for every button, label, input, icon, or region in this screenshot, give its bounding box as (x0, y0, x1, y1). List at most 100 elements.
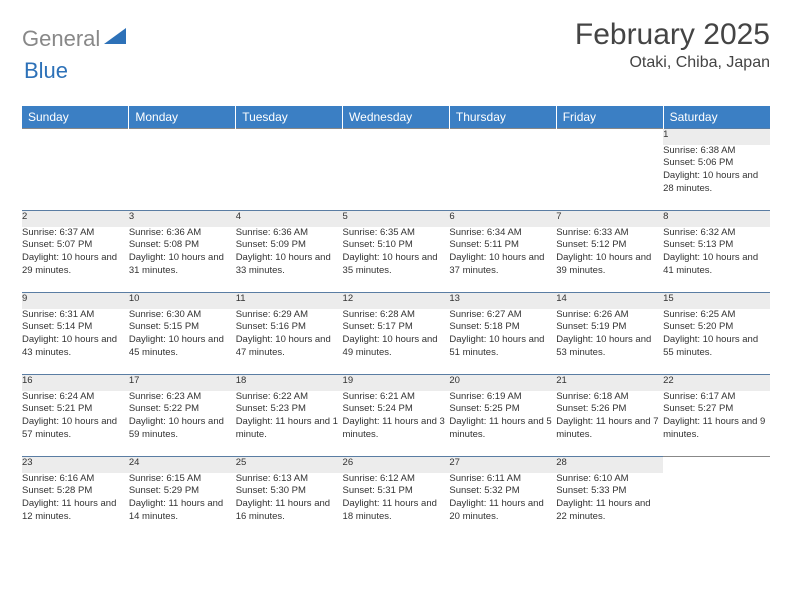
day-number: 12 (343, 293, 450, 309)
day-cell: Sunrise: 6:38 AMSunset: 5:06 PMDaylight:… (663, 145, 770, 211)
day-detail-line: Daylight: 11 hours and 20 minutes. (449, 498, 556, 524)
day-cell: Sunrise: 6:33 AMSunset: 5:12 PMDaylight:… (556, 227, 663, 293)
day-cell: Sunrise: 6:32 AMSunset: 5:13 PMDaylight:… (663, 227, 770, 293)
day-cell (236, 145, 343, 211)
day-cell: Sunrise: 6:10 AMSunset: 5:33 PMDaylight:… (556, 473, 663, 539)
day-detail-line: Sunset: 5:27 PM (663, 403, 770, 416)
day-number: 13 (449, 293, 556, 309)
day-detail-line: Sunrise: 6:12 AM (343, 473, 450, 486)
day-detail-line: Sunset: 5:32 PM (449, 485, 556, 498)
day-detail-line: Sunrise: 6:24 AM (22, 391, 129, 404)
day-detail-line: Sunrise: 6:19 AM (449, 391, 556, 404)
day-detail-line: Daylight: 10 hours and 41 minutes. (663, 252, 770, 278)
day-cell: Sunrise: 6:31 AMSunset: 5:14 PMDaylight:… (22, 309, 129, 375)
day-detail-line: Daylight: 10 hours and 37 minutes. (449, 252, 556, 278)
day-cell: Sunrise: 6:30 AMSunset: 5:15 PMDaylight:… (129, 309, 236, 375)
day-header: Wednesday (343, 106, 450, 129)
day-cell: Sunrise: 6:17 AMSunset: 5:27 PMDaylight:… (663, 391, 770, 457)
day-detail-line: Sunset: 5:31 PM (343, 485, 450, 498)
day-number: 22 (663, 375, 770, 391)
day-number: 27 (449, 457, 556, 473)
day-number: 20 (449, 375, 556, 391)
day-number: 14 (556, 293, 663, 309)
day-detail-line: Daylight: 11 hours and 3 minutes. (343, 416, 450, 442)
day-detail-line: Sunrise: 6:31 AM (22, 309, 129, 322)
day-header: Tuesday (236, 106, 343, 129)
day-detail-line: Daylight: 10 hours and 59 minutes. (129, 416, 236, 442)
day-number: 17 (129, 375, 236, 391)
day-header: Friday (556, 106, 663, 129)
day-detail-line: Daylight: 10 hours and 35 minutes. (343, 252, 450, 278)
day-detail-line: Daylight: 11 hours and 22 minutes. (556, 498, 663, 524)
day-detail-line: Daylight: 10 hours and 49 minutes. (343, 334, 450, 360)
day-detail-line: Sunset: 5:33 PM (556, 485, 663, 498)
day-detail-line: Sunset: 5:08 PM (129, 239, 236, 252)
day-detail-line: Sunset: 5:29 PM (129, 485, 236, 498)
day-detail-line: Sunrise: 6:21 AM (343, 391, 450, 404)
day-header: Thursday (449, 106, 556, 129)
day-detail-line: Daylight: 11 hours and 16 minutes. (236, 498, 343, 524)
day-detail-line: Daylight: 11 hours and 18 minutes. (343, 498, 450, 524)
day-number-row: 16171819202122 (22, 375, 770, 391)
day-detail-line: Sunrise: 6:30 AM (129, 309, 236, 322)
day-cell: Sunrise: 6:35 AMSunset: 5:10 PMDaylight:… (343, 227, 450, 293)
day-detail-line: Daylight: 10 hours and 43 minutes. (22, 334, 129, 360)
day-number: 15 (663, 293, 770, 309)
day-detail-line: Sunset: 5:06 PM (663, 157, 770, 170)
day-cell: Sunrise: 6:18 AMSunset: 5:26 PMDaylight:… (556, 391, 663, 457)
day-number-row: 2345678 (22, 211, 770, 227)
day-cell (556, 145, 663, 211)
day-cell: Sunrise: 6:34 AMSunset: 5:11 PMDaylight:… (449, 227, 556, 293)
day-cell: Sunrise: 6:13 AMSunset: 5:30 PMDaylight:… (236, 473, 343, 539)
day-detail-line: Sunrise: 6:22 AM (236, 391, 343, 404)
day-number: 28 (556, 457, 663, 473)
day-detail-line: Sunrise: 6:23 AM (129, 391, 236, 404)
day-content-row: Sunrise: 6:24 AMSunset: 5:21 PMDaylight:… (22, 391, 770, 457)
day-detail-line: Sunset: 5:30 PM (236, 485, 343, 498)
day-detail-line: Sunset: 5:28 PM (22, 485, 129, 498)
day-detail-line: Daylight: 10 hours and 55 minutes. (663, 334, 770, 360)
day-detail-line: Daylight: 11 hours and 7 minutes. (556, 416, 663, 442)
day-number: 23 (22, 457, 129, 473)
day-number: 5 (343, 211, 450, 227)
day-cell: Sunrise: 6:26 AMSunset: 5:19 PMDaylight:… (556, 309, 663, 375)
calendar-table: SundayMondayTuesdayWednesdayThursdayFrid… (22, 106, 770, 539)
day-number (22, 129, 129, 145)
day-detail-line: Sunrise: 6:18 AM (556, 391, 663, 404)
day-cell: Sunrise: 6:29 AMSunset: 5:16 PMDaylight:… (236, 309, 343, 375)
day-detail-line: Sunrise: 6:16 AM (22, 473, 129, 486)
day-detail-line: Sunrise: 6:26 AM (556, 309, 663, 322)
day-detail-line: Sunrise: 6:17 AM (663, 391, 770, 404)
day-detail-line: Daylight: 10 hours and 28 minutes. (663, 170, 770, 196)
day-cell: Sunrise: 6:37 AMSunset: 5:07 PMDaylight:… (22, 227, 129, 293)
day-cell: Sunrise: 6:25 AMSunset: 5:20 PMDaylight:… (663, 309, 770, 375)
day-number: 24 (129, 457, 236, 473)
day-detail-line: Daylight: 10 hours and 47 minutes. (236, 334, 343, 360)
day-cell (22, 145, 129, 211)
day-detail-line: Sunset: 5:19 PM (556, 321, 663, 334)
logo-text-gray: General (22, 26, 100, 52)
day-content-row: Sunrise: 6:38 AMSunset: 5:06 PMDaylight:… (22, 145, 770, 211)
day-cell (663, 473, 770, 539)
day-detail-line: Sunset: 5:23 PM (236, 403, 343, 416)
day-header: Saturday (663, 106, 770, 129)
day-number: 6 (449, 211, 556, 227)
day-detail-line: Sunset: 5:14 PM (22, 321, 129, 334)
day-header: Monday (129, 106, 236, 129)
day-detail-line: Sunset: 5:10 PM (343, 239, 450, 252)
day-detail-line: Sunset: 5:26 PM (556, 403, 663, 416)
day-detail-line: Daylight: 10 hours and 39 minutes. (556, 252, 663, 278)
logo: General (22, 18, 106, 52)
day-detail-line: Sunrise: 6:32 AM (663, 227, 770, 240)
day-cell: Sunrise: 6:36 AMSunset: 5:09 PMDaylight:… (236, 227, 343, 293)
day-detail-line: Daylight: 10 hours and 29 minutes. (22, 252, 129, 278)
day-detail-line: Sunrise: 6:36 AM (236, 227, 343, 240)
day-number: 21 (556, 375, 663, 391)
day-content-row: Sunrise: 6:37 AMSunset: 5:07 PMDaylight:… (22, 227, 770, 293)
day-detail-line: Sunrise: 6:33 AM (556, 227, 663, 240)
day-detail-line: Sunrise: 6:15 AM (129, 473, 236, 486)
day-content-row: Sunrise: 6:31 AMSunset: 5:14 PMDaylight:… (22, 309, 770, 375)
day-detail-line: Sunset: 5:13 PM (663, 239, 770, 252)
day-cell: Sunrise: 6:27 AMSunset: 5:18 PMDaylight:… (449, 309, 556, 375)
day-detail-line: Daylight: 10 hours and 45 minutes. (129, 334, 236, 360)
